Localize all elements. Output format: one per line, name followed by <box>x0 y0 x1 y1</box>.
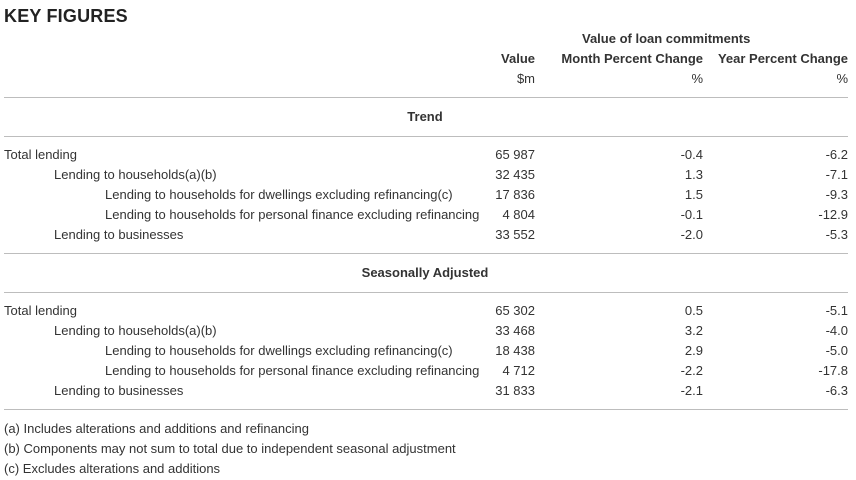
row-value: 4 712 <box>502 363 535 378</box>
table-row: Lending to businesses 33 552 -2.0 -5.3 <box>0 225 856 245</box>
table-row: Total lending 65 302 0.5 -5.1 <box>0 301 856 321</box>
row-label: Lending to households(a)(b) <box>54 323 217 338</box>
footnote: (a) Includes alterations and additions a… <box>4 421 309 436</box>
row-year-change: -4.0 <box>825 323 848 338</box>
row-month-change: -0.1 <box>680 207 703 222</box>
table-row: Lending to households(a)(b) 33 468 3.2 -… <box>0 321 856 341</box>
row-value: 65 987 <box>495 147 535 162</box>
row-month-change: 1.3 <box>684 167 703 182</box>
row-label: Lending to households for personal finan… <box>105 363 480 378</box>
row-value: 31 833 <box>495 383 535 398</box>
row-year-change: -17.8 <box>818 363 848 378</box>
table-row: Total lending 65 987 -0.4 -6.2 <box>0 145 856 165</box>
row-year-change: -5.0 <box>825 343 848 358</box>
row-label: Total lending <box>4 303 77 318</box>
row-label: Lending to households for dwellings excl… <box>105 343 453 358</box>
row-year-change: -5.1 <box>825 303 848 318</box>
row-month-change: -0.4 <box>680 147 703 162</box>
row-month-change: -2.2 <box>680 363 703 378</box>
page-title: KEY FIGURES <box>4 6 128 26</box>
row-month-change: 3.2 <box>684 323 703 338</box>
row-year-change: -7.1 <box>825 167 848 182</box>
row-year-change: -6.2 <box>825 147 848 162</box>
row-value: 33 552 <box>495 227 535 242</box>
row-label: Lending to businesses <box>54 227 184 242</box>
row-year-change: -6.3 <box>825 383 848 398</box>
row-label: Lending to businesses <box>54 383 184 398</box>
table-row: Lending to households(a)(b) 32 435 1.3 -… <box>0 165 856 185</box>
row-value: 65 302 <box>495 303 535 318</box>
unit-month: % <box>691 71 703 86</box>
divider <box>4 136 848 137</box>
divider <box>4 409 848 410</box>
table-row: Lending to households for dwellings excl… <box>0 341 856 361</box>
row-value: 18 438 <box>495 343 535 358</box>
divider <box>4 292 848 293</box>
row-label: Lending to households for dwellings excl… <box>105 187 453 202</box>
row-label: Lending to households for personal finan… <box>105 207 480 222</box>
unit-value: $m <box>516 71 535 86</box>
row-value: 4 804 <box>502 207 535 222</box>
row-month-change: 1.5 <box>684 187 703 202</box>
row-month-change: 0.5 <box>684 303 703 318</box>
unit-year: % <box>836 71 848 86</box>
row-label: Total lending <box>4 147 77 162</box>
row-year-change: -9.3 <box>825 187 848 202</box>
table-row: Lending to businesses 31 833 -2.1 -6.3 <box>0 381 856 401</box>
row-value: 17 836 <box>495 187 535 202</box>
column-header-month: Month Percent Change <box>561 51 703 66</box>
table-row: Lending to households for personal finan… <box>0 361 856 381</box>
row-value: 32 435 <box>495 167 535 182</box>
row-month-change: 2.9 <box>684 343 703 358</box>
footnote: (c) Excludes alterations and additions <box>4 461 221 476</box>
group-header: Value of loan commitments <box>582 31 751 46</box>
footnote: (b) Components may not sum to total due … <box>4 441 456 456</box>
section-heading-trend: Trend <box>407 109 443 124</box>
column-header-value: Value <box>501 51 535 66</box>
row-month-change: -2.0 <box>680 227 703 242</box>
row-year-change: -5.3 <box>825 227 848 242</box>
row-value: 33 468 <box>495 323 535 338</box>
section-heading-seasonally-adjusted: Seasonally Adjusted <box>361 265 489 280</box>
row-label: Lending to households(a)(b) <box>54 167 217 182</box>
divider <box>4 253 848 254</box>
table-row: Lending to households for personal finan… <box>0 205 856 225</box>
column-header-year: Year Percent Change <box>717 51 848 66</box>
row-year-change: -12.9 <box>818 207 848 222</box>
row-month-change: -2.1 <box>680 383 703 398</box>
divider <box>4 97 848 98</box>
table-row: Lending to households for dwellings excl… <box>0 185 856 205</box>
